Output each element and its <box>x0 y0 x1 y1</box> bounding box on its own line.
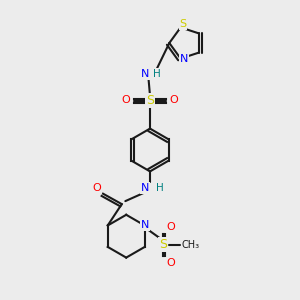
Text: S: S <box>159 238 167 251</box>
Text: CH₃: CH₃ <box>182 240 200 250</box>
Text: O: O <box>169 95 178 105</box>
Text: N: N <box>140 69 149 79</box>
Text: O: O <box>166 258 175 268</box>
Text: N: N <box>180 54 188 64</box>
Text: S: S <box>146 94 154 107</box>
Text: N: N <box>140 183 149 193</box>
Text: N: N <box>141 220 149 230</box>
Text: S: S <box>179 19 187 29</box>
Text: O: O <box>166 222 175 232</box>
Text: H: H <box>156 183 164 193</box>
Text: H: H <box>153 69 160 79</box>
Text: O: O <box>93 183 101 193</box>
Text: O: O <box>122 95 130 105</box>
